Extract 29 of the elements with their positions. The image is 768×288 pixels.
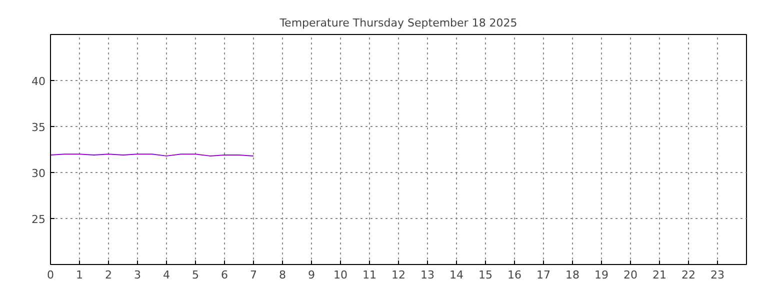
x-tick-label: 11: [362, 268, 376, 282]
x-tick-label: 4: [163, 268, 170, 282]
x-tick-label: 6: [221, 268, 228, 282]
x-tick-label: 10: [334, 268, 348, 282]
chart-title: Temperature Thursday September 18 2025: [278, 16, 518, 30]
y-tick-label: 35: [32, 121, 46, 134]
x-tick-label: 7: [250, 268, 257, 282]
x-tick-label: 17: [536, 268, 550, 282]
y-tick-label: 40: [32, 75, 46, 88]
x-tick-label: 18: [566, 268, 580, 282]
x-tick-label: 23: [710, 268, 724, 282]
x-tick-label: 15: [478, 268, 492, 282]
x-tick-label: 13: [420, 268, 434, 282]
x-tick-label: 5: [192, 268, 199, 282]
x-tick-label: 8: [279, 268, 286, 282]
x-tick-label: 16: [508, 268, 522, 282]
y-tick-label: 30: [32, 167, 46, 180]
x-tick-label: 21: [652, 268, 666, 282]
x-tick-label: 20: [624, 268, 638, 282]
x-tick-label: 14: [450, 268, 464, 282]
x-tick-label: 12: [392, 268, 406, 282]
x-tick-label: 0: [47, 268, 54, 282]
y-tick-label: 25: [32, 213, 46, 226]
x-tick-label: 19: [594, 268, 608, 282]
x-tick-label: 22: [682, 268, 696, 282]
x-tick-label: 2: [105, 268, 112, 282]
x-tick-label: 9: [308, 268, 315, 282]
x-tick-label: 3: [134, 268, 141, 282]
x-tick-label: 1: [76, 268, 83, 282]
